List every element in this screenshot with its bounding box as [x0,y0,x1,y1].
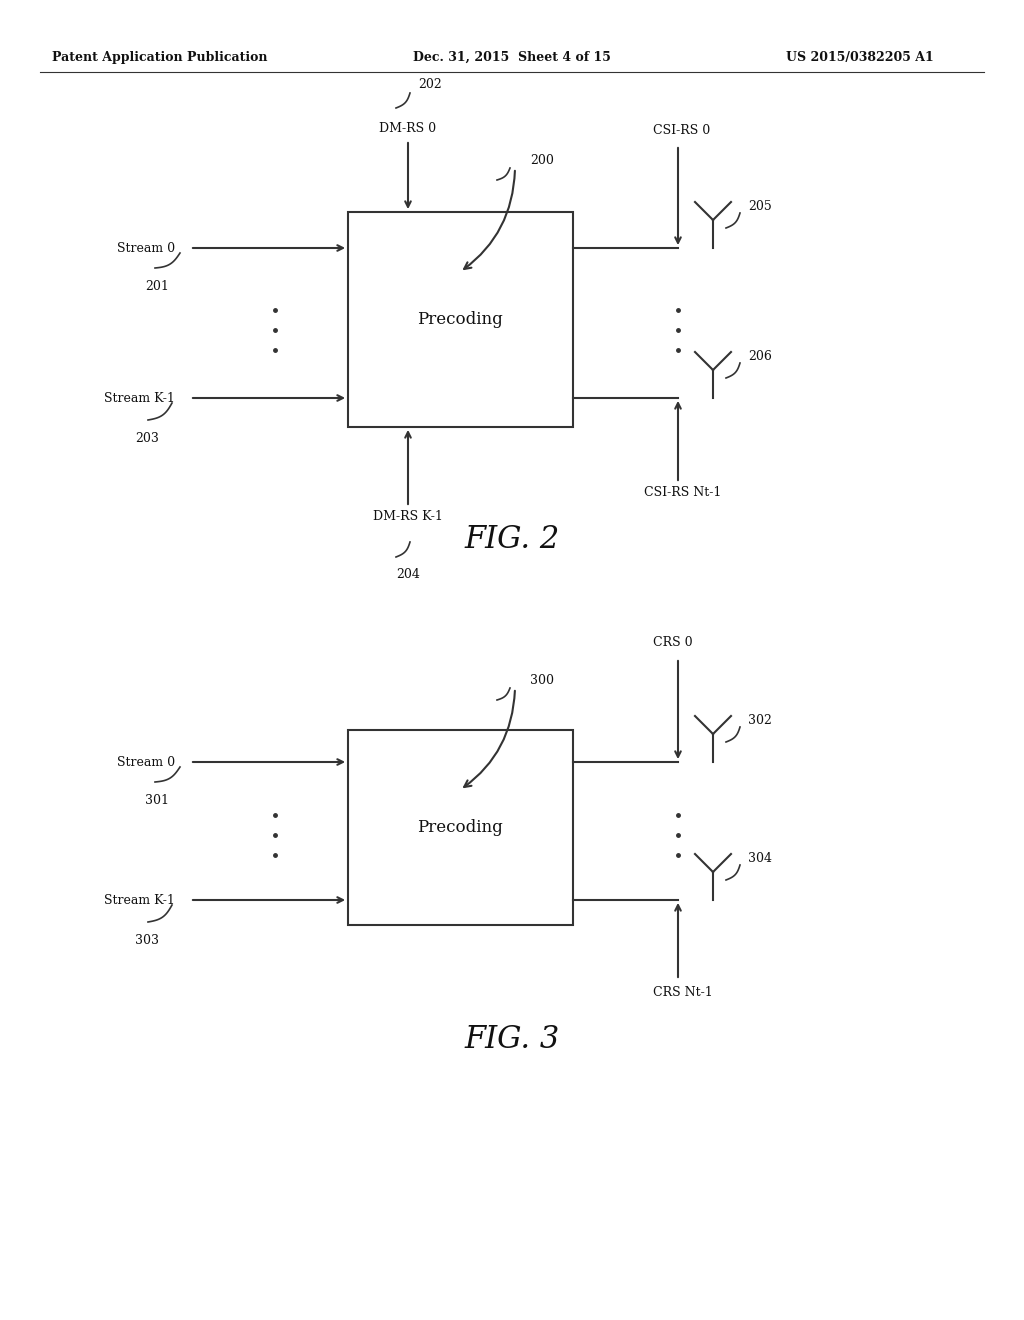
Text: Stream 0: Stream 0 [117,755,175,768]
Text: CRS 0: CRS 0 [653,636,692,649]
Text: 205: 205 [748,199,772,213]
Text: CSI-RS Nt-1: CSI-RS Nt-1 [644,487,722,499]
Text: 204: 204 [396,569,420,582]
Text: US 2015/0382205 A1: US 2015/0382205 A1 [786,50,934,63]
Text: DM-RS K-1: DM-RS K-1 [373,511,443,524]
Text: FIG. 2: FIG. 2 [464,524,560,556]
Text: Precoding: Precoding [417,818,503,836]
Text: Stream 0: Stream 0 [117,242,175,255]
Text: CSI-RS 0: CSI-RS 0 [653,124,711,136]
Text: 206: 206 [748,350,772,363]
Text: 200: 200 [530,153,554,166]
Text: CRS Nt-1: CRS Nt-1 [653,986,713,998]
Text: 203: 203 [135,432,159,445]
Text: 304: 304 [748,851,772,865]
Text: 303: 303 [135,933,159,946]
Text: Dec. 31, 2015  Sheet 4 of 15: Dec. 31, 2015 Sheet 4 of 15 [413,50,611,63]
Text: 300: 300 [530,673,554,686]
Text: 301: 301 [145,793,169,807]
Text: Patent Application Publication: Patent Application Publication [52,50,267,63]
Text: Stream K-1: Stream K-1 [104,392,175,404]
Text: DM-RS 0: DM-RS 0 [380,121,436,135]
Bar [348,730,573,925]
Text: 202: 202 [418,78,441,91]
Text: Precoding: Precoding [417,310,503,327]
Text: FIG. 3: FIG. 3 [464,1024,560,1056]
Text: Stream K-1: Stream K-1 [104,894,175,907]
Bar [348,213,573,426]
Text: 302: 302 [748,714,772,726]
Text: 201: 201 [145,280,169,293]
